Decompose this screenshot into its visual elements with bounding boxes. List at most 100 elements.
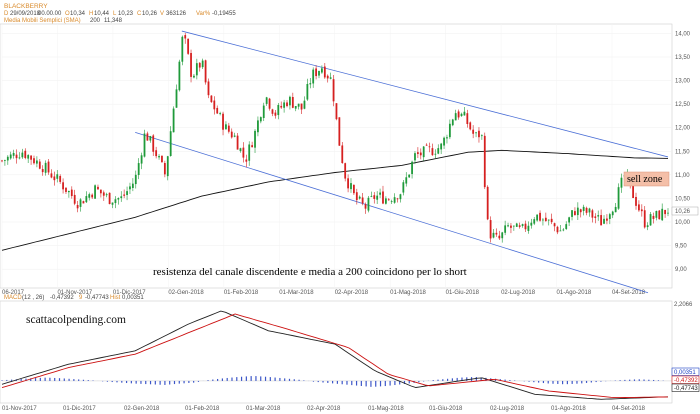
sell-zone-label: sell zone [627, 174, 663, 185]
price-y-tick: 11,00 [675, 173, 690, 179]
candle-body [4, 160, 6, 161]
candle-body [131, 183, 134, 188]
candle-body [390, 201, 393, 203]
candle-body [591, 210, 594, 218]
watermark: scattacolpending.com [26, 314, 126, 326]
candle-body [332, 79, 335, 102]
candle-body [12, 152, 15, 156]
candle-body [210, 95, 213, 103]
sell-zone-box [623, 171, 670, 187]
candle-body [661, 208, 664, 221]
signal-label: 9 [79, 295, 83, 301]
candle-body [425, 144, 428, 146]
candle-body [571, 210, 573, 217]
channel-lower-line [135, 132, 649, 294]
candle-body [527, 225, 530, 231]
candle-body [27, 155, 30, 159]
candle-body [393, 197, 396, 203]
candle-body [149, 136, 152, 141]
sma200-line [1, 149, 669, 251]
candle-body [542, 219, 544, 221]
candle-body [658, 210, 661, 220]
ma-period: 200 [90, 18, 101, 24]
price-x-tick: 01-Nov-2017 [57, 290, 92, 296]
candle-body [137, 163, 140, 176]
candle-body [405, 177, 408, 184]
close-label: C [137, 11, 142, 17]
candle-body [443, 137, 445, 146]
candle-body [411, 161, 413, 175]
macd-header: MACD (12 , 26) -0,47392 9 -0,47743 Hist … [4, 295, 144, 301]
candle-body [59, 176, 62, 182]
candle-body [466, 113, 469, 124]
candle-body [312, 69, 315, 84]
macd-panel: scattacolpending.com 2,2066 0,00351 -0,47… [0, 300, 700, 412]
candle-body [396, 198, 399, 200]
candle-body [350, 183, 352, 190]
macd-panel-frame [0, 300, 673, 404]
candle-body [379, 192, 381, 195]
candle-body [140, 155, 143, 164]
candle-body [262, 105, 265, 119]
candle-body [70, 189, 73, 197]
candle-body [434, 153, 437, 155]
candle-body [364, 204, 367, 209]
candle-body [76, 204, 79, 209]
candle-body [632, 182, 635, 198]
candle-body [387, 199, 390, 201]
candle-body [326, 75, 329, 79]
hist-value: 0,00351 [122, 295, 144, 301]
price-x-tick: 01-Feb-2018 [224, 290, 259, 296]
macd-x-tick: 01-Mag-2018 [368, 406, 404, 412]
candle-body [198, 62, 201, 68]
price-y-tick: 12,00 [675, 126, 691, 132]
macd-x-tick: 01-Feb-2018 [185, 406, 220, 412]
candle-body [120, 196, 123, 199]
candle-body [114, 199, 117, 204]
candle-body [99, 189, 102, 194]
candle-body [402, 182, 405, 193]
macd-label: MACD [4, 295, 22, 301]
candle-body [268, 98, 271, 109]
candle-body [384, 198, 387, 204]
candle-body [79, 199, 82, 207]
candle-body [655, 210, 658, 218]
macd-x-tick: 04-Set-2018 [612, 406, 646, 412]
candle-body [97, 186, 99, 190]
candle-body [271, 109, 274, 114]
price-y-tick: 9,00 [675, 267, 687, 273]
candle-body [233, 135, 236, 137]
candle-body [382, 191, 384, 204]
macd-value-labels: 0,00351 -0,47392 -0,47743 [671, 367, 700, 392]
price-x-axis: 06-2017 01-Nov-2017 01-Dic-2017 02-Gen-2018… [2, 290, 646, 296]
macd-value-box [671, 375, 700, 384]
candle-body [143, 133, 146, 157]
candle-body [521, 224, 524, 226]
macd-x-tick: 02-Apr-2018 [307, 406, 341, 412]
candle-body [562, 229, 565, 231]
candle-body [361, 197, 364, 204]
low-value: 10,23 [118, 11, 134, 17]
candle-body [294, 105, 297, 109]
candle-body [35, 160, 38, 164]
candle-body [280, 105, 283, 108]
candle-body [286, 102, 288, 107]
candle-body [318, 70, 320, 76]
candle-body [254, 130, 256, 148]
candle-body [259, 117, 262, 122]
price-y-axis: 14,00 13,50 13,00 12,50 12,00 11,50 11,00 10,50… [675, 31, 691, 273]
candle-body [341, 145, 344, 164]
candle-body [594, 216, 597, 218]
price-y-tick: 10,00 [675, 220, 691, 226]
hist-label: Hist [110, 295, 121, 301]
price-y-tick: 13,50 [675, 55, 691, 61]
price-grid [1, 24, 672, 288]
candle-body [536, 214, 539, 221]
candle-body [475, 132, 477, 134]
candlesticks [1, 32, 669, 243]
candle-body [510, 225, 512, 228]
candle-body [105, 194, 108, 196]
macd-x-tick: 01-Dic-2017 [63, 406, 96, 412]
candle-body [416, 152, 419, 154]
